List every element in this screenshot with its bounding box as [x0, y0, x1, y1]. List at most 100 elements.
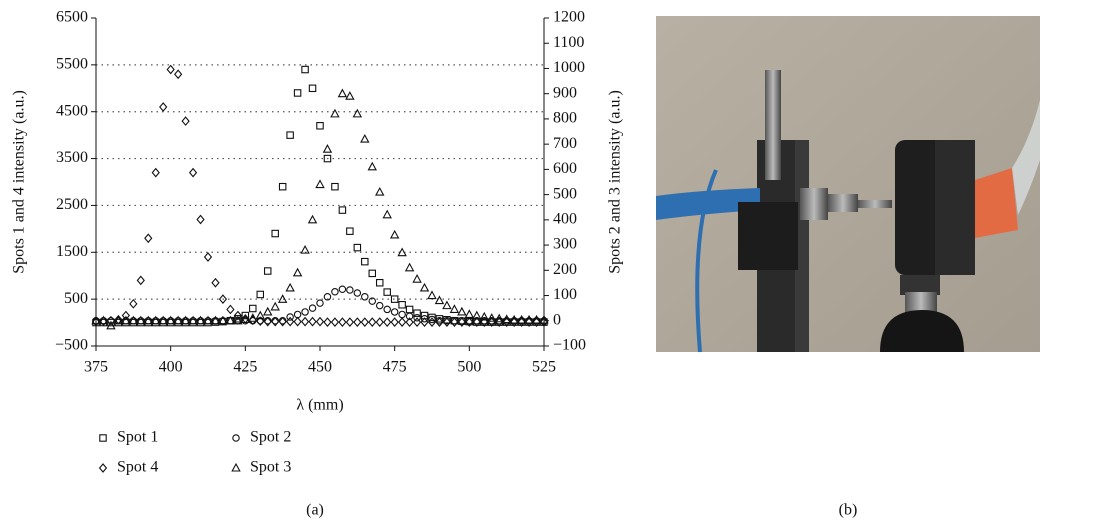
- y2-tick-label: 400: [553, 211, 577, 228]
- marker-triangle: [479, 311, 489, 321]
- marker-circle: [308, 304, 317, 312]
- y2-tick-label: 900: [553, 84, 577, 101]
- marker-triangle: [91, 315, 101, 325]
- marker-triangle: [412, 273, 422, 283]
- marker-circle: [323, 293, 332, 301]
- y2-tick-label: 1100: [553, 34, 584, 51]
- marker-square: [301, 65, 309, 74]
- y-tick-label: 5500: [56, 56, 88, 73]
- marker-triangle: [375, 186, 385, 196]
- y2-tick-label: 500: [553, 185, 577, 202]
- marker-triangle: [240, 314, 251, 324]
- marker-circle: [428, 315, 436, 324]
- marker-triangle: [151, 315, 161, 325]
- marker-diamond: [144, 233, 153, 244]
- marker-triangle: [404, 262, 415, 272]
- marker-square: [338, 206, 347, 214]
- series: [91, 88, 549, 330]
- marker-triangle: [225, 315, 236, 325]
- marker-square: [241, 311, 250, 320]
- marker-triangle: [464, 309, 475, 319]
- marker-diamond: [368, 317, 377, 327]
- x-tick-label: 525: [532, 359, 556, 376]
- marker-diamond: [129, 298, 138, 309]
- caption: (a): [306, 502, 324, 519]
- marker-triangle: [300, 244, 310, 254]
- marker-diamond: [121, 310, 130, 321]
- marker-triangle: [277, 294, 288, 303]
- y2-tick-label: 0: [553, 311, 561, 328]
- y-tick-label: 6500: [56, 9, 88, 26]
- marker-diamond: [159, 102, 168, 112]
- marker-circle: [301, 308, 309, 316]
- marker-diamond: [338, 317, 347, 327]
- marker-triangle: [173, 315, 183, 325]
- marker-circle: [413, 313, 421, 322]
- marker-triangle: [524, 314, 534, 324]
- marker-diamond: [412, 317, 422, 327]
- marker-diamond: [263, 316, 272, 327]
- marker-triangle: [113, 315, 124, 325]
- marker-diamond: [330, 317, 340, 327]
- marker-diamond: [211, 277, 220, 288]
- y2-tick-label: 1000: [553, 59, 585, 76]
- marker-square: [263, 267, 272, 275]
- marker-diamond: [383, 317, 392, 327]
- marker-circle: [338, 285, 347, 293]
- marker-triangle: [419, 282, 430, 292]
- marker-circle: [361, 293, 369, 301]
- marker-triangle: [143, 315, 153, 325]
- marker-diamond: [233, 310, 242, 321]
- marker-square: [323, 154, 332, 163]
- y2-tick-label: 700: [553, 135, 577, 152]
- y-tick-label: 1500: [56, 243, 88, 260]
- marker-diamond: [98, 463, 108, 473]
- marker-diamond: [457, 317, 466, 327]
- marker-square: [375, 278, 384, 287]
- x-tick-label: 475: [383, 359, 407, 376]
- y-tick-label: −500: [55, 337, 88, 354]
- marker-triangle: [531, 314, 542, 324]
- marker-diamond: [360, 317, 369, 327]
- marker-triangle: [330, 108, 340, 118]
- marker-circle: [232, 434, 240, 442]
- marker-diamond: [442, 317, 452, 327]
- x-tick-label: 400: [159, 359, 183, 376]
- marker-diamond: [450, 317, 459, 327]
- marker-square: [256, 290, 265, 299]
- marker-triangle: [128, 315, 139, 325]
- marker-diamond: [480, 317, 489, 327]
- marker-diamond: [315, 316, 325, 327]
- y2-axis-label: Spots 2 and 3 intensity (a.u.): [607, 90, 624, 274]
- marker-triangle: [352, 108, 363, 118]
- y-axis-label: Spots 1 and 4 intensity (a.u.): [11, 90, 28, 274]
- marker-square: [353, 243, 362, 252]
- marker-triangle: [255, 310, 265, 320]
- marker-square: [383, 288, 391, 296]
- legend-label: Spot 1: [117, 429, 158, 446]
- marker-diamond: [323, 317, 332, 327]
- marker-square: [249, 304, 257, 313]
- marker-circle: [390, 308, 399, 316]
- marker-triangle: [218, 315, 228, 325]
- marker-circle: [286, 313, 294, 321]
- marker-triangle: [248, 313, 258, 322]
- marker-triangle: [322, 144, 333, 153]
- marker-triangle: [292, 267, 303, 277]
- marker-triangle: [165, 315, 176, 325]
- y-tick-label: 4500: [56, 102, 88, 119]
- marker-square: [331, 182, 339, 191]
- marker-diamond: [420, 317, 429, 327]
- y2-tick-label: 200: [553, 261, 577, 278]
- marker-square: [308, 84, 317, 93]
- marker-circle: [293, 310, 302, 319]
- marker-diamond: [300, 316, 310, 327]
- x-tick-label: 375: [84, 359, 108, 376]
- marker-diamond: [151, 167, 160, 178]
- marker-square: [278, 182, 287, 191]
- marker-circle: [368, 297, 377, 305]
- marker-triangle: [136, 315, 146, 325]
- marker-diamond: [226, 304, 235, 315]
- x-tick-label: 450: [308, 359, 332, 376]
- y2-tick-label: 1200: [553, 9, 585, 26]
